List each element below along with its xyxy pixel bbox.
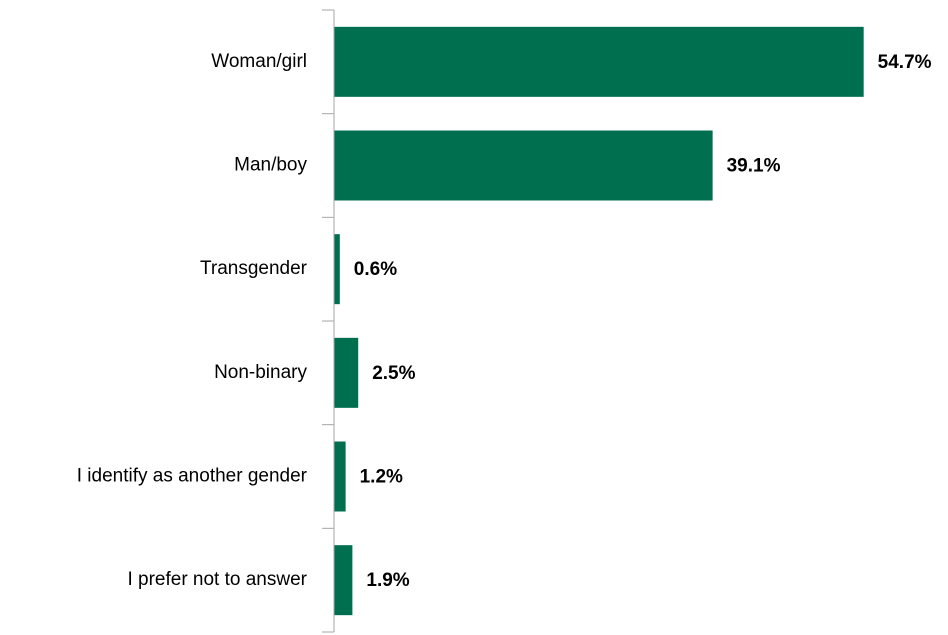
data-label: 1.9% <box>366 570 409 591</box>
bar <box>334 26 864 97</box>
data-label: 0.6% <box>354 259 397 280</box>
data-label: 1.2% <box>360 467 403 488</box>
data-label: 39.1% <box>727 156 781 177</box>
y-tick-label: I identify as another gender <box>77 466 308 487</box>
y-tick-label: Non-binary <box>214 362 307 383</box>
y-tick-label: Woman/girl <box>211 51 307 72</box>
bar <box>334 545 353 616</box>
bar <box>334 234 340 305</box>
bar <box>334 337 359 408</box>
bar <box>334 441 346 512</box>
y-tick-label: Man/boy <box>234 155 307 176</box>
data-label: 2.5% <box>372 363 415 384</box>
data-label: 54.7% <box>878 52 932 73</box>
y-tick-label: I prefer not to answer <box>127 569 307 590</box>
y-tick-label: Transgender <box>200 258 308 279</box>
bar <box>334 130 713 201</box>
